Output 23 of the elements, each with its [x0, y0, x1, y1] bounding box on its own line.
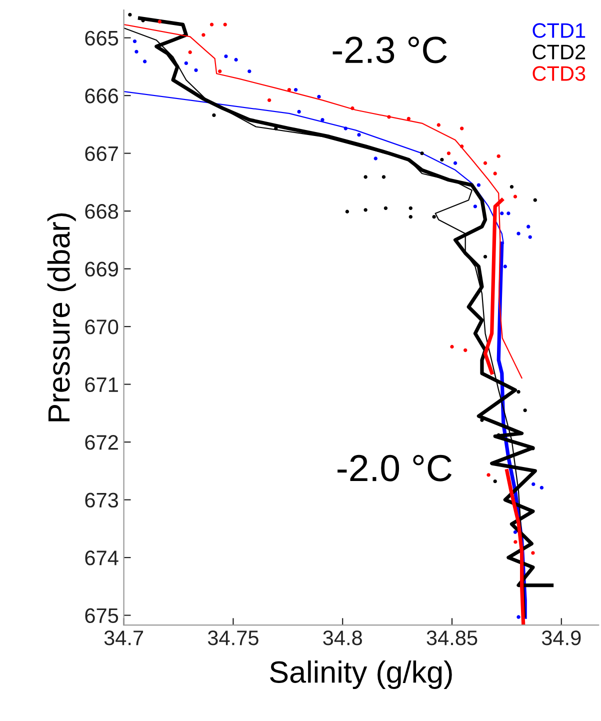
- y-tick-label: 668: [85, 204, 118, 219]
- text: CTD1: [532, 23, 586, 38]
- y-axis-title: Pressure (dbar): [47, 213, 76, 422]
- x-tick-label: 34.85: [426, 630, 478, 646]
- y-tick-label: 669: [85, 262, 118, 277]
- x-tick-label: 34.75: [208, 630, 258, 646]
- y-tick-label: 670: [85, 320, 118, 334]
- text: CTD3: [532, 66, 586, 81]
- annotation: -2.0 °C: [338, 454, 452, 482]
- x-tick-label: 34.9: [542, 630, 581, 646]
- x-tick-label: 34.7: [104, 630, 144, 646]
- text: CTD2: [532, 44, 586, 60]
- y-tick-label: 673: [85, 492, 118, 508]
- y-tick-label: 675: [85, 608, 118, 624]
- y-tick-label: 666: [85, 88, 118, 104]
- y-tick-label: 674: [85, 550, 118, 566]
- y-tick-label: 665: [85, 30, 118, 46]
- x-tick-label: 34.8: [323, 630, 362, 646]
- annotation: -2.3 °C: [332, 36, 447, 64]
- y-tick-label: 667: [85, 146, 118, 162]
- x-axis-title: Salinity (g/kg): [270, 660, 452, 689]
- y-tick-label: 671: [85, 377, 118, 392]
- y-tick-label: 672: [85, 435, 118, 450]
